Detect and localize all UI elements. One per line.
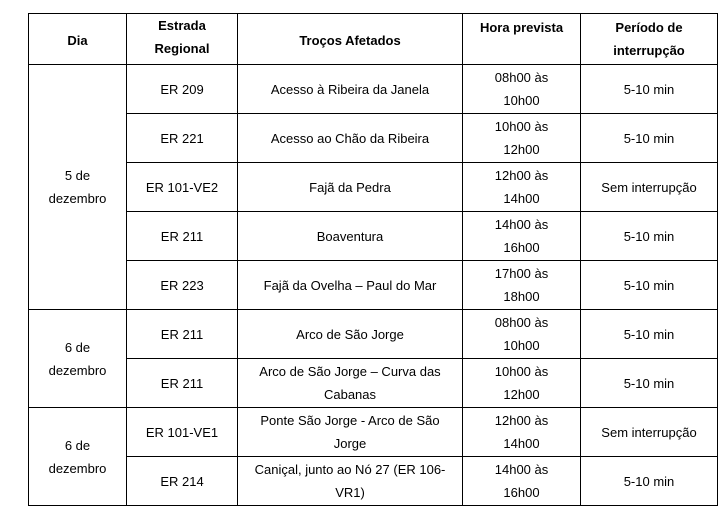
table-row: 6 de dezembro ER 101-VE1 Ponte São Jorge -… xyxy=(28,407,718,506)
hora-cell: 12h00 às 14h00 xyxy=(462,162,581,212)
periodo-cell: Sem interrupção xyxy=(580,162,718,212)
estrada-cell: ER 221 xyxy=(126,113,238,163)
estrada-cell: ER 211 xyxy=(126,309,238,359)
table-row: ER 211 Boaventura 14h00 às 16h00 5-10 min xyxy=(29,211,718,261)
table-row: ER 211 Arco de São Jorge – Curva das Caba… xyxy=(29,358,718,408)
dia-cell: 6 de dezembro xyxy=(28,309,127,408)
periodo-cell: 5-10 min xyxy=(580,309,718,359)
hora-cell: 10h00 às 12h00 xyxy=(462,113,581,163)
estrada-cell: ER 101-VE2 xyxy=(126,162,238,212)
road-interruption-table: Dia Estrada Regional Troços Afetados Hor… xyxy=(28,13,718,506)
estrada-cell: ER 101-VE1 xyxy=(126,407,238,457)
hora-cell: 14h00 às 16h00 xyxy=(462,211,581,261)
table-row: 5 de dezembro ER 209 Acesso à Ribeira da J… xyxy=(28,64,718,310)
hora-cell: 17h00 às 18h00 xyxy=(462,260,581,310)
header-periodo: Período de interrupção xyxy=(580,13,718,65)
troco-cell: Fajã da Pedra xyxy=(237,162,463,212)
header-dia: Dia xyxy=(28,13,127,65)
troco-cell: Arco de São Jorge xyxy=(237,309,463,359)
estrada-cell: ER 211 xyxy=(126,211,238,261)
troco-cell: Acesso ao Chão da Ribeira xyxy=(237,113,463,163)
table-row: ER 101-VE2 Fajã da Pedra 12h00 às 14h00 Sem… xyxy=(29,162,718,212)
periodo-cell: 5-10 min xyxy=(580,260,718,310)
hora-cell: 10h00 às 12h00 xyxy=(462,358,581,408)
periodo-cell: 5-10 min xyxy=(580,211,718,261)
header-hora: Hora prevista xyxy=(462,13,581,65)
troco-cell: Boaventura xyxy=(237,211,463,261)
periodo-cell: 5-10 min xyxy=(580,64,718,114)
hora-cell: 12h00 às 14h00 xyxy=(462,407,581,457)
estrada-cell: ER 209 xyxy=(126,64,238,114)
periodo-cell: Sem interrupção xyxy=(580,407,718,457)
estrada-cell: ER 211 xyxy=(126,358,238,408)
estrada-cell: ER 214 xyxy=(126,456,238,506)
troco-cell: Arco de São Jorge – Curva das Cabanas xyxy=(237,358,463,408)
estrada-cell: ER 223 xyxy=(126,260,238,310)
hora-cell: 08h00 às 10h00 xyxy=(462,309,581,359)
troco-cell: Ponte São Jorge - Arco de São Jorge xyxy=(237,407,463,457)
dia-cell: 5 de dezembro xyxy=(28,64,127,310)
dia-cell: 6 de dezembro xyxy=(28,407,127,506)
table-row: ER 223 Fajã da Ovelha – Paul do Mar 17h00 … xyxy=(29,260,718,310)
troco-cell: Caniçal, junto ao Nó 27 (ER 106-VR1) xyxy=(237,456,463,506)
troco-cell: Acesso à Ribeira da Janela xyxy=(237,64,463,114)
periodo-cell: 5-10 min xyxy=(580,456,718,506)
table-row: 6 de dezembro ER 211 Arco de São Jorge 08h0… xyxy=(28,309,718,408)
hora-cell: 08h00 às 10h00 xyxy=(462,64,581,114)
table-header-row: Dia Estrada Regional Troços Afetados Hor… xyxy=(28,13,718,65)
header-trocos: Troços Afetados xyxy=(237,13,463,65)
header-estrada: Estrada Regional xyxy=(126,13,238,65)
hora-cell: 14h00 às 16h00 xyxy=(462,456,581,506)
table-row: ER 214 Caniçal, junto ao Nó 27 (ER 106-VR… xyxy=(29,456,718,506)
periodo-cell: 5-10 min xyxy=(580,358,718,408)
troco-cell: Fajã da Ovelha – Paul do Mar xyxy=(237,260,463,310)
periodo-cell: 5-10 min xyxy=(580,113,718,163)
table-row: ER 221 Acesso ao Chão da Ribeira 10h00 às … xyxy=(29,113,718,163)
